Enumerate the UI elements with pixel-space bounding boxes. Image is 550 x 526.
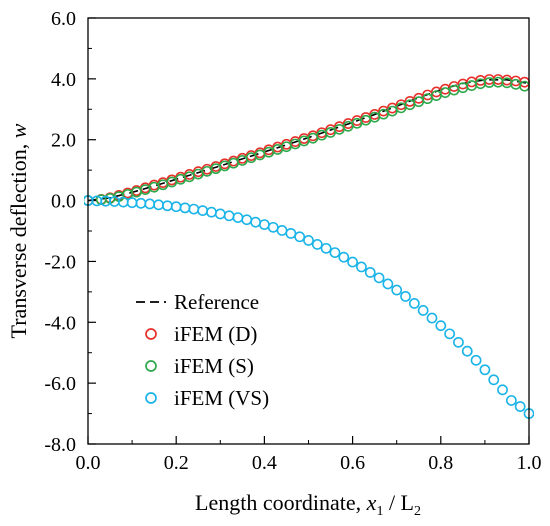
data-point bbox=[126, 197, 138, 209]
data-point bbox=[356, 261, 367, 273]
data-point bbox=[479, 364, 491, 376]
data-point bbox=[364, 266, 376, 278]
data-point bbox=[214, 208, 226, 220]
y-tick-label: 6.0 bbox=[51, 8, 76, 30]
x-tick-label: 0.8 bbox=[428, 452, 453, 474]
data-point bbox=[311, 238, 323, 250]
legend-label: Reference bbox=[174, 290, 259, 314]
data-point bbox=[303, 235, 314, 246]
legend-swatch bbox=[145, 360, 157, 372]
data-point bbox=[179, 202, 191, 214]
data-point bbox=[461, 345, 473, 357]
data-point bbox=[135, 197, 147, 209]
y-tick-label: -8.0 bbox=[44, 434, 76, 456]
data-point bbox=[426, 312, 438, 324]
data-point bbox=[223, 210, 235, 222]
data-point bbox=[444, 328, 456, 340]
data-point bbox=[338, 251, 350, 263]
legend-item: iFEM (D) bbox=[145, 322, 257, 346]
x-tick-label: 0.4 bbox=[252, 452, 277, 474]
data-point bbox=[258, 219, 270, 231]
x-tick-label: 1.0 bbox=[517, 452, 542, 474]
data-point bbox=[206, 206, 217, 218]
data-point bbox=[294, 231, 306, 243]
legend-item: Reference bbox=[136, 290, 259, 314]
data-point bbox=[241, 214, 253, 226]
legend-label: iFEM (VS) bbox=[174, 386, 269, 410]
y-tick-label: 2.0 bbox=[51, 130, 76, 152]
tick-labels: 0.0 0.2 0.4 0.6 0.8 1.0 -8.0 -6.0 -4.0 -2.0 0.0 2.0… bbox=[44, 8, 541, 474]
data-point bbox=[497, 384, 508, 396]
legend-label: iFEM (D) bbox=[174, 322, 257, 346]
data-point bbox=[453, 336, 464, 348]
data-point bbox=[285, 228, 297, 239]
data-point bbox=[391, 284, 403, 296]
series-ifem-vs bbox=[84, 195, 534, 419]
data-point bbox=[232, 212, 244, 224]
legend: Reference iFEM (D) iFEM (S) iFEM (VS) bbox=[136, 290, 269, 410]
data-point bbox=[373, 272, 385, 284]
data-point bbox=[400, 291, 411, 302]
data-point bbox=[347, 256, 358, 268]
y-axis-title: Transverse deflection, w bbox=[6, 123, 31, 338]
y-tick-label: -2.0 bbox=[44, 251, 76, 273]
data-point bbox=[250, 216, 261, 228]
y-tick-label: 0.0 bbox=[51, 191, 76, 213]
data-point bbox=[170, 201, 182, 213]
legend-item: iFEM (VS) bbox=[145, 386, 269, 410]
y-tick-label: -6.0 bbox=[44, 373, 76, 395]
data-point bbox=[320, 242, 332, 254]
data-point bbox=[329, 247, 341, 259]
legend-item: iFEM (S) bbox=[145, 354, 254, 378]
series-ifem-s bbox=[84, 76, 530, 206]
data-point bbox=[470, 354, 482, 366]
data-point bbox=[161, 200, 173, 212]
data-point bbox=[417, 305, 429, 316]
y-tick-label: 4.0 bbox=[51, 69, 76, 91]
data-point bbox=[267, 221, 279, 233]
x-tick-label: 0.6 bbox=[340, 452, 365, 474]
legend-swatch bbox=[145, 328, 157, 340]
y-tick-label: -4.0 bbox=[44, 312, 76, 334]
data-point bbox=[514, 401, 526, 412]
data-point bbox=[276, 224, 288, 236]
data-point bbox=[435, 320, 447, 332]
data-point bbox=[408, 298, 420, 309]
data-point bbox=[505, 395, 517, 406]
data-point bbox=[197, 205, 209, 217]
plot-series bbox=[84, 74, 534, 419]
data-point bbox=[153, 199, 164, 211]
x-axis-title: Length coordinate, x1 / L2 bbox=[195, 490, 421, 519]
legend-label: iFEM (S) bbox=[174, 354, 254, 378]
data-point bbox=[188, 203, 200, 215]
data-point bbox=[382, 278, 394, 290]
x-tick-label: 0.0 bbox=[76, 452, 101, 474]
data-point bbox=[488, 374, 500, 386]
data-point bbox=[144, 198, 156, 210]
x-tick-label: 0.2 bbox=[164, 452, 189, 474]
axis-ticks bbox=[87, 17, 530, 445]
plot-frame bbox=[87, 17, 530, 445]
legend-swatch bbox=[145, 392, 157, 404]
